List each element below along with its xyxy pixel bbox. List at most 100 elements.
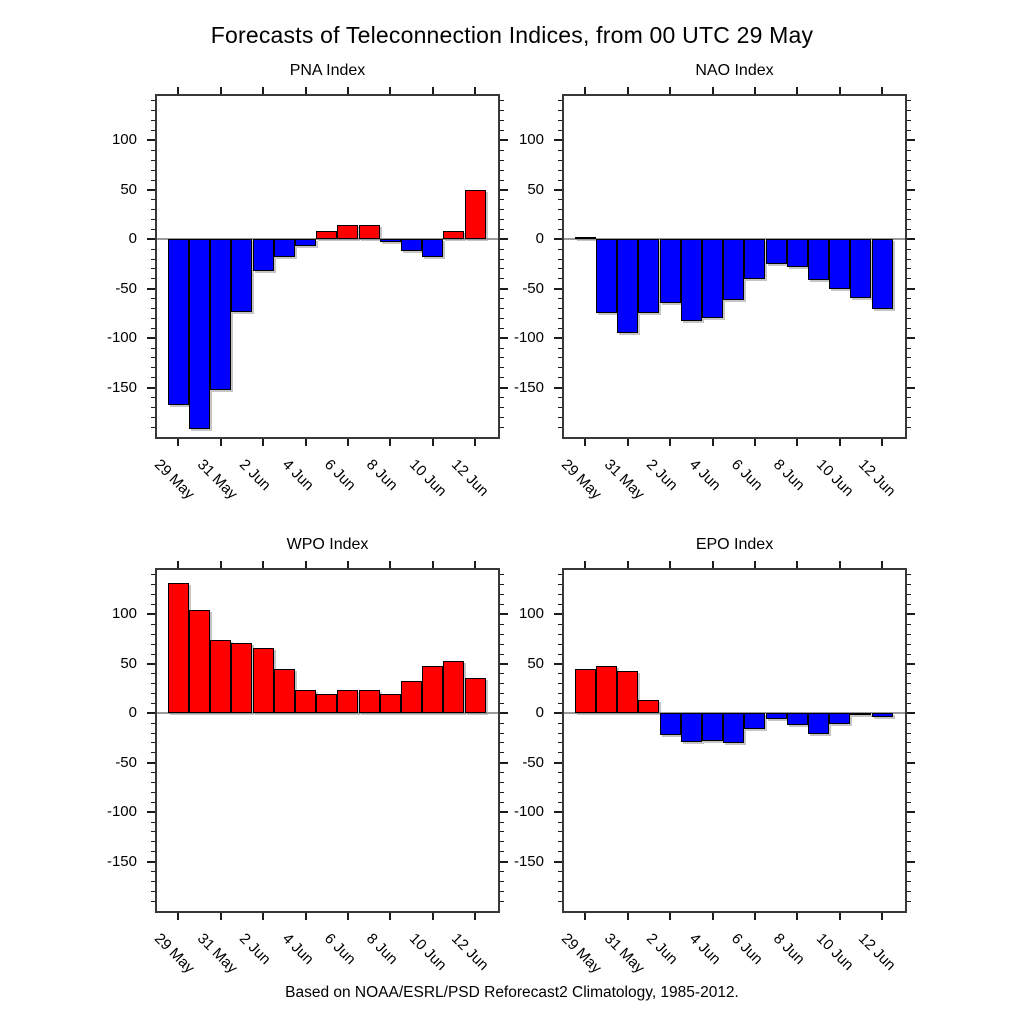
x-major-tick xyxy=(796,439,799,446)
x-major-tick xyxy=(838,913,841,920)
y-minor-tick xyxy=(558,268,562,270)
y-major-tick xyxy=(147,337,155,340)
y-minor-tick xyxy=(558,722,562,724)
y-minor-tick xyxy=(500,841,504,843)
y-minor-tick xyxy=(907,584,911,586)
y-major-tick xyxy=(554,386,562,389)
y-minor-tick xyxy=(500,317,504,319)
y-major-tick xyxy=(554,712,562,715)
y-major-tick xyxy=(554,188,562,191)
y-minor-tick xyxy=(907,841,911,843)
y-minor-tick xyxy=(500,248,504,250)
y-minor-tick xyxy=(500,219,504,221)
x-axis-label: 4 Jun xyxy=(685,930,724,968)
y-minor-tick xyxy=(558,821,562,823)
x-axis-label: 4 Jun xyxy=(685,456,724,494)
plot-area-nao: 100 50 0 -50 -100 -150 29 May 31 May 2 Jun 4 Jun 6… xyxy=(514,87,915,503)
y-major-tick xyxy=(500,188,508,191)
x-major-tick xyxy=(389,913,392,920)
y-minor-tick xyxy=(907,130,911,132)
x-axis-label: 8 Jun xyxy=(363,930,402,968)
y-major-tick xyxy=(147,712,155,715)
y-major-tick xyxy=(907,613,915,616)
chart-nao: NAO Index 100 50 0 -50 -100 -150 29 May 31 May 2… xyxy=(514,62,915,503)
bar-8-jun xyxy=(786,239,808,267)
chart-title-wpo: WPO Index xyxy=(286,536,369,553)
y-minor-tick xyxy=(558,633,562,635)
y-minor-tick xyxy=(500,396,504,398)
y-minor-tick xyxy=(500,742,504,744)
y-minor-tick xyxy=(558,643,562,645)
y-minor-tick xyxy=(558,900,562,902)
y-minor-tick xyxy=(500,880,504,882)
y-minor-tick xyxy=(907,120,911,122)
x-major-tick xyxy=(346,913,349,920)
y-minor-tick xyxy=(151,900,155,902)
bar-10-jun xyxy=(422,239,444,258)
y-minor-tick xyxy=(558,367,562,369)
y-minor-tick xyxy=(151,426,155,428)
y-minor-tick xyxy=(151,159,155,161)
y-major-tick xyxy=(554,337,562,340)
y-minor-tick xyxy=(151,377,155,379)
y-axis-label: 100 xyxy=(111,605,137,623)
y-minor-tick xyxy=(500,683,504,685)
x-major-tick xyxy=(177,913,180,920)
y-minor-tick xyxy=(151,406,155,408)
y-axis-label: -150 xyxy=(513,852,544,870)
x-major-tick xyxy=(474,87,477,94)
x-axis-label: 10 Jun xyxy=(405,930,450,974)
y-minor-tick xyxy=(907,831,911,833)
bar-11-jun xyxy=(443,660,465,714)
x-major-tick xyxy=(711,87,714,94)
y-minor-tick xyxy=(558,416,562,418)
chart-pna: PNA Index 100 50 0 -50 -100 -150 29 May 31 May 2… xyxy=(107,62,508,503)
bar-1-jun xyxy=(231,239,253,313)
y-minor-tick xyxy=(151,100,155,102)
y-minor-tick xyxy=(907,623,911,625)
x-major-tick xyxy=(881,87,884,94)
y-minor-tick xyxy=(558,278,562,280)
x-major-tick xyxy=(474,561,477,568)
bar-4-jun xyxy=(294,239,317,247)
y-axis-label: -100 xyxy=(106,803,137,821)
y-minor-tick xyxy=(151,110,155,112)
y-minor-tick xyxy=(151,890,155,892)
x-major-tick xyxy=(304,87,307,94)
y-minor-tick xyxy=(500,258,504,260)
x-major-tick xyxy=(753,439,756,446)
y-major-tick xyxy=(907,811,915,814)
bar-11-jun xyxy=(850,239,872,298)
y-minor-tick xyxy=(500,791,504,793)
y-minor-tick xyxy=(500,347,504,349)
plot-area-pna: 100 50 0 -50 -100 -150 29 May 31 May 2 Jun 4 Jun 6… xyxy=(107,87,508,503)
y-minor-tick xyxy=(907,347,911,349)
x-major-tick xyxy=(669,439,672,446)
y-minor-tick xyxy=(558,841,562,843)
x-major-tick xyxy=(431,561,434,568)
x-axis-label: 31 May xyxy=(193,456,241,503)
y-minor-tick xyxy=(500,821,504,823)
y-minor-tick xyxy=(500,179,504,181)
y-minor-tick xyxy=(558,851,562,853)
y-minor-tick xyxy=(907,900,911,902)
y-minor-tick xyxy=(500,594,504,596)
y-minor-tick xyxy=(500,298,504,300)
y-major-tick xyxy=(907,860,915,863)
y-minor-tick xyxy=(500,159,504,161)
x-axis-label: 31 May xyxy=(600,930,648,977)
bar-6-jun xyxy=(337,689,359,714)
y-major-tick xyxy=(554,139,562,142)
bar-30-may xyxy=(188,239,211,430)
y-minor-tick xyxy=(907,702,911,704)
y-minor-tick xyxy=(151,317,155,319)
figure-title: Forecasts of Teleconnection Indices, fro… xyxy=(210,22,814,48)
y-axis-label: -150 xyxy=(106,378,137,396)
bar-1-jun xyxy=(638,700,660,714)
y-minor-tick xyxy=(558,219,562,221)
y-minor-tick xyxy=(907,298,911,300)
y-minor-tick xyxy=(558,870,562,872)
y-minor-tick xyxy=(500,278,504,280)
y-axis-label: 50 xyxy=(527,180,544,198)
x-major-tick xyxy=(389,87,392,94)
